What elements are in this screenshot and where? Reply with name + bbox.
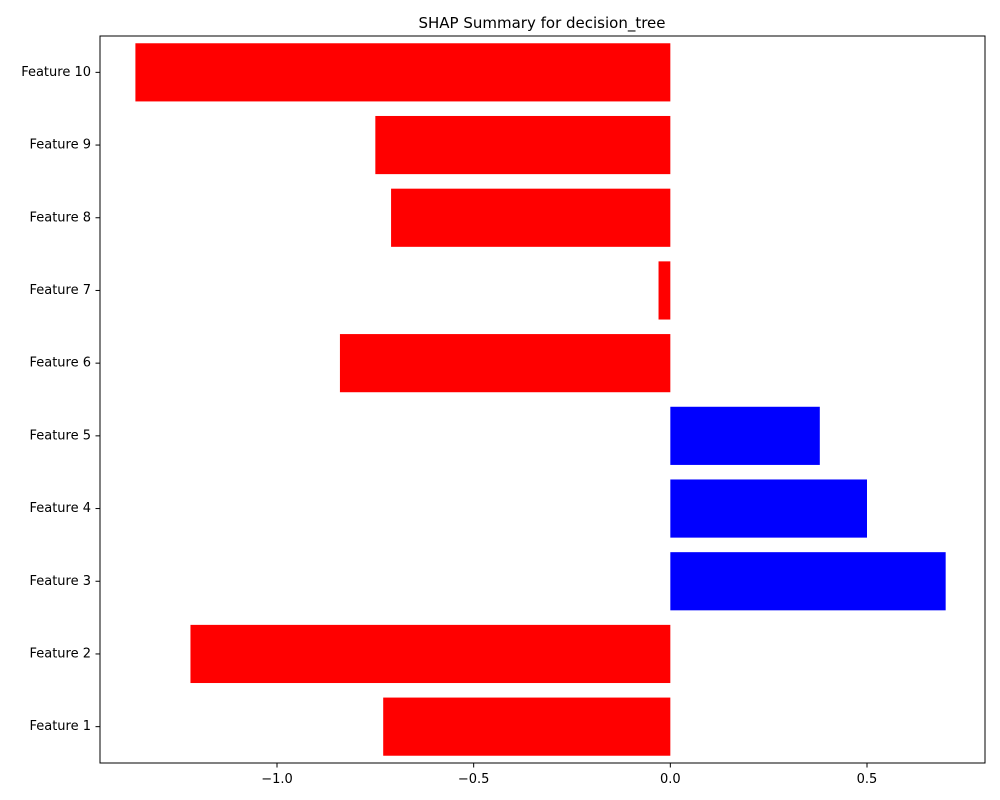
bar-feature-8 — [391, 188, 671, 247]
y-tick-label: Feature 8 — [29, 210, 91, 225]
y-tick-label: Feature 7 — [29, 283, 91, 298]
y-axis: Feature 1 Feature 2 Feature 3 Feature 4 Feat… — [21, 65, 100, 734]
y-tick-label: Feature 9 — [29, 138, 91, 153]
x-tick-label: 0.5 — [857, 772, 878, 787]
chart-title: SHAP Summary for decision_tree — [418, 14, 665, 33]
x-tick-label: 0.0 — [660, 772, 681, 787]
plot-frame — [99, 35, 986, 764]
y-tick-label: Feature 1 — [29, 719, 91, 734]
y-tick-label: Feature 10 — [21, 65, 91, 80]
bar-feature-7 — [658, 261, 671, 320]
y-tick-label: Feature 3 — [29, 574, 91, 589]
bar-feature-4 — [670, 479, 867, 538]
y-tick-label: Feature 4 — [29, 501, 91, 516]
x-tick-label: −0.5 — [458, 772, 490, 787]
y-tick-label: Feature 2 — [29, 646, 91, 661]
bar-feature-9 — [375, 115, 671, 175]
x-tick-label: −1.0 — [261, 772, 293, 787]
bar-feature-10 — [135, 43, 671, 102]
bar-feature-2 — [190, 624, 671, 684]
bar-feature-6 — [339, 334, 671, 393]
y-tick-label: Feature 6 — [29, 356, 91, 371]
bar-feature-5 — [670, 406, 820, 465]
bar-feature-3 — [670, 552, 946, 611]
bars-layer — [135, 43, 946, 756]
bar-feature-1 — [383, 697, 671, 756]
x-axis: −1.0 −0.5 0.0 0.5 — [261, 763, 877, 787]
y-tick-label: Feature 5 — [29, 428, 91, 443]
